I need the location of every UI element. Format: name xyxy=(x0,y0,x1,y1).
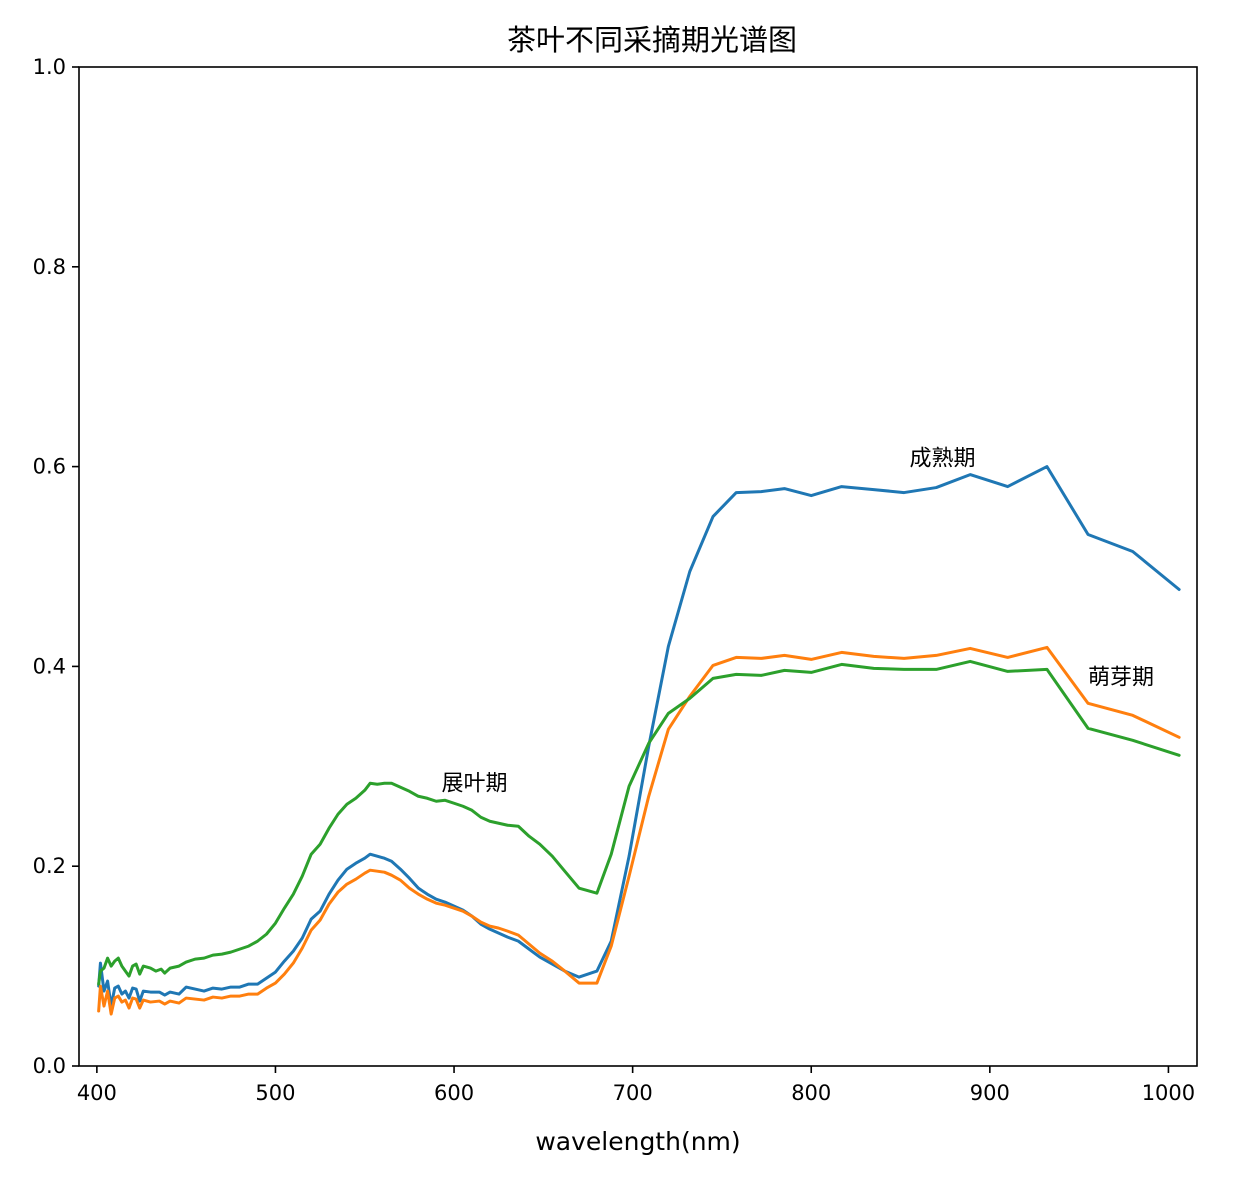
x-tick-label: 700 xyxy=(613,1081,653,1105)
series-line-3 xyxy=(97,659,1181,986)
series-annotation: 展叶期 xyxy=(442,771,508,796)
x-axis-label: wavelength(nm) xyxy=(535,1127,740,1156)
x-tick-label: 800 xyxy=(791,1081,831,1105)
x-tick-label: 600 xyxy=(434,1081,474,1105)
chart-title: 茶叶不同采摘期光谱图 xyxy=(507,23,797,57)
x-tick-label: 900 xyxy=(970,1081,1010,1105)
x-tick-label: 400 xyxy=(77,1081,117,1105)
y-tick-label: 0.6 xyxy=(33,455,66,479)
x-axis: 400 500 600 700 800 900 1000 xyxy=(77,1066,1195,1105)
plot-lines xyxy=(97,465,1181,1016)
y-tick-label: 0.2 xyxy=(33,854,66,878)
y-tick-label: 0.4 xyxy=(33,654,66,678)
x-tick-label: 1000 xyxy=(1142,1081,1195,1105)
y-tick-label: 0.0 xyxy=(33,1054,66,1078)
x-tick-label: 500 xyxy=(255,1081,295,1105)
series-annotation: 成熟期 xyxy=(909,447,975,472)
y-tick-label: 1.0 xyxy=(33,55,66,79)
y-tick-label: 0.8 xyxy=(33,255,66,279)
series-line-2 xyxy=(97,645,1181,1016)
plot-frame xyxy=(78,66,1198,1067)
series-line-1 xyxy=(97,465,1181,1008)
y-axis: 0.0 0.2 0.4 0.6 0.8 1.0 xyxy=(33,55,79,1078)
series-annotation: 萌芽期 xyxy=(1088,665,1154,690)
